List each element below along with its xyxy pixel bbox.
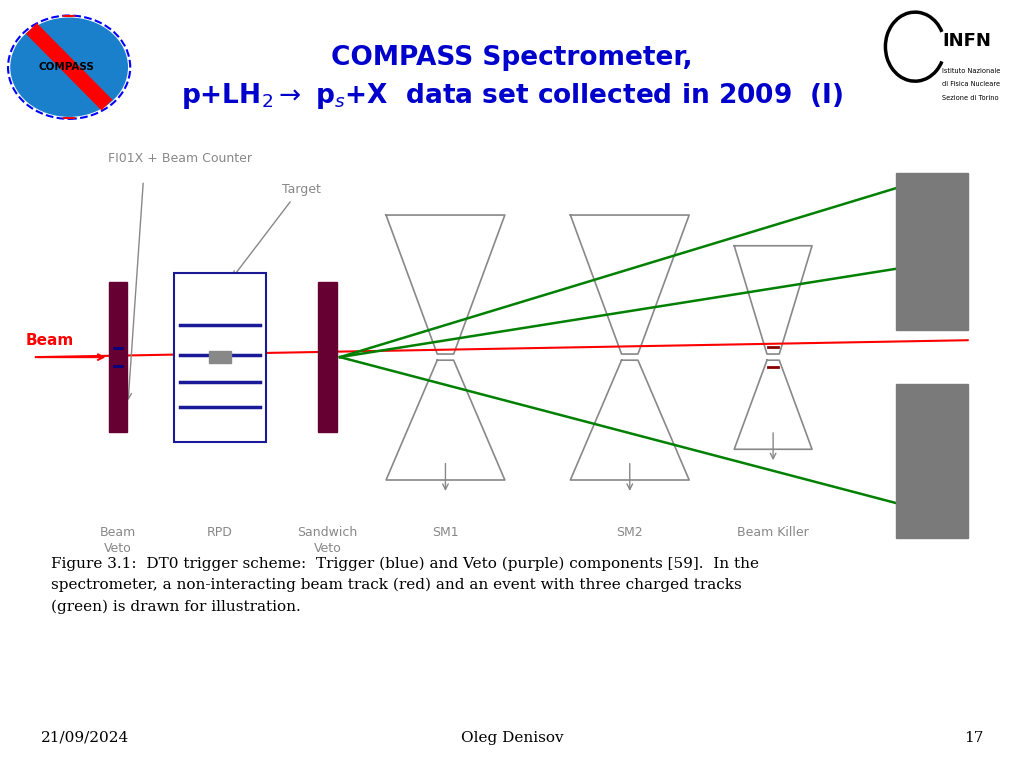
Text: INFN: INFN (942, 32, 991, 50)
Text: SM2: SM2 (616, 526, 643, 539)
Bar (174, 273, 266, 442)
Text: COMPASS Spectrometer,: COMPASS Spectrometer, (331, 45, 693, 71)
Bar (209, 351, 231, 363)
Text: Sandwich
Veto: Sandwich Veto (298, 526, 357, 555)
Ellipse shape (11, 18, 127, 116)
Text: FI01X + Beam Counter: FI01X + Beam Counter (108, 152, 252, 165)
Text: Figure 3.1:  DT0 trigger scheme:  Trigger (blue) and Veto (purple) components [5: Figure 3.1: DT0 trigger scheme: Trigger … (51, 557, 759, 614)
Text: SM1: SM1 (432, 526, 459, 539)
Bar (896, 173, 968, 330)
Text: 17: 17 (964, 731, 983, 745)
Text: Sezione di Torino: Sezione di Torino (942, 94, 998, 101)
Text: Target: Target (282, 183, 321, 196)
Text: ECAL2: ECAL2 (896, 526, 937, 539)
Text: 21/09/2024: 21/09/2024 (41, 731, 129, 745)
Text: di Fisica Nucleare: di Fisica Nucleare (942, 81, 1000, 88)
Text: Oleg Denisov: Oleg Denisov (461, 731, 563, 745)
Bar (109, 282, 127, 432)
Text: Istituto Nazionale: Istituto Nazionale (942, 68, 1000, 74)
Text: Beam
Veto: Beam Veto (99, 526, 136, 555)
Text: Beam: Beam (26, 333, 74, 348)
Text: p+LH$_2$$\rightarrow$ p$_s$+X  data set collected in 2009  (I): p+LH$_2$$\rightarrow$ p$_s$+X data set c… (181, 81, 843, 111)
Bar (318, 282, 337, 432)
Text: RPD: RPD (207, 526, 233, 539)
Text: COMPASS: COMPASS (38, 62, 94, 72)
Text: Beam Killer: Beam Killer (737, 526, 809, 539)
Bar (896, 384, 968, 538)
